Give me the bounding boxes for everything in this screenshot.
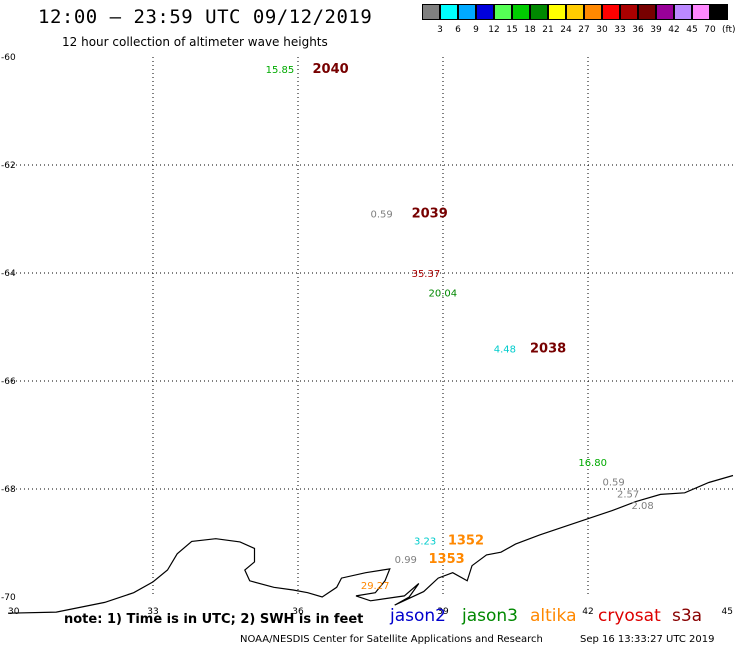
legend-entry-s3a: s3a xyxy=(672,606,703,626)
observation-label: 0.99 xyxy=(395,555,417,566)
observation-label: 2.57 xyxy=(617,489,639,500)
observation-label: 2.08 xyxy=(632,501,654,512)
color-scale-label: 3 xyxy=(437,25,443,35)
observation-labels: 15.85 2040 0.59 2039 35.37 20.04 4.48 2038 16.80… xyxy=(266,62,654,592)
footer-timestamp: Sep 16 13:33:27 UTC 2019 xyxy=(580,634,715,645)
observation-label: 0.59 xyxy=(603,477,625,488)
x-tick-label: 33 xyxy=(147,607,158,617)
y-tick-label: -64 xyxy=(1,269,16,279)
color-swatch xyxy=(674,4,692,20)
color-swatch xyxy=(692,4,710,20)
y-tick-label: -68 xyxy=(1,485,16,495)
legend-entry-altika: altika xyxy=(530,606,577,626)
color-swatch xyxy=(548,4,566,20)
axis-tick-labels: 30 33 36 39 42 45 -60 -62 -64 -66 -68 -70 xyxy=(1,53,733,617)
color-swatch xyxy=(458,4,476,20)
observation-label: 1353 xyxy=(429,552,465,567)
map-title: 12:00 – 23:59 UTC 09/12/2019 xyxy=(38,6,373,28)
observation-label: 4.48 xyxy=(494,345,516,356)
color-scale-label: 36 xyxy=(632,25,644,35)
observation-label: 29.27 xyxy=(361,581,390,592)
lat-lon-grid xyxy=(8,57,733,597)
color-swatch xyxy=(656,4,674,20)
coastline-path xyxy=(7,474,734,614)
color-scale-label: 42 xyxy=(668,25,680,35)
y-tick-label: -60 xyxy=(1,53,16,63)
x-tick-label: 30 xyxy=(8,607,20,617)
y-tick-label: -66 xyxy=(1,377,16,387)
color-swatch xyxy=(512,4,530,20)
color-scale-unit: (ft) xyxy=(722,25,736,35)
legend-entry-jason3: jason3 xyxy=(462,606,518,626)
color-swatch xyxy=(476,4,494,20)
color-scale-label: 12 xyxy=(488,25,500,35)
observation-label: 15.85 xyxy=(266,65,295,76)
color-scale-label: 15 xyxy=(506,25,518,35)
color-scale-label: 70 xyxy=(704,25,716,35)
x-tick-label: 45 xyxy=(722,607,733,617)
x-tick-label: 36 xyxy=(292,607,304,617)
color-scale-label: 6 xyxy=(455,25,461,35)
legend-entry-jason2: jason2 xyxy=(390,606,446,626)
observation-label: 35.37 xyxy=(412,269,441,280)
color-scale-label: 24 xyxy=(560,25,572,35)
observation-label: 3.23 xyxy=(414,536,436,547)
color-scale-label: 45 xyxy=(686,25,698,35)
color-scale-label: 21 xyxy=(542,25,554,35)
observation-label: 2039 xyxy=(412,207,448,222)
observation-label: 20.04 xyxy=(429,288,458,299)
y-tick-label: -62 xyxy=(1,161,16,171)
coastline xyxy=(7,474,734,614)
color-swatch xyxy=(494,4,512,20)
color-swatch xyxy=(638,4,656,20)
color-swatch xyxy=(530,4,548,20)
observation-label: 16.80 xyxy=(578,458,607,469)
note-text: note: 1) Time is in UTC; 2) SWH is in fe… xyxy=(64,612,364,627)
legend-entry-cryosat: cryosat xyxy=(598,606,661,626)
observation-label: 2038 xyxy=(530,342,566,357)
footer-credit: NOAA/NESDIS Center for Satellite Applica… xyxy=(240,634,543,645)
observation-label: 0.59 xyxy=(371,210,393,221)
color-swatch xyxy=(422,4,440,20)
x-tick-label: 39 xyxy=(437,607,449,617)
color-swatch xyxy=(710,4,728,20)
color-swatch xyxy=(440,4,458,20)
color-swatch xyxy=(602,4,620,20)
x-tick-label: 42 xyxy=(582,607,593,617)
color-scale-label: 30 xyxy=(596,25,608,35)
observation-label: 2040 xyxy=(313,62,349,77)
color-scale-label: 39 xyxy=(650,25,662,35)
y-tick-label: -70 xyxy=(1,593,16,603)
color-swatch xyxy=(584,4,602,20)
map-subtitle: 12 hour collection of altimeter wave hei… xyxy=(62,35,328,49)
observation-label: 1352 xyxy=(448,533,484,548)
color-swatch xyxy=(566,4,584,20)
color-scale-label: 27 xyxy=(578,25,590,35)
color-scale-label: 18 xyxy=(524,25,536,35)
color-swatch xyxy=(620,4,638,20)
color-scale-label: 33 xyxy=(614,25,626,35)
color-scale-label: 9 xyxy=(473,25,479,35)
